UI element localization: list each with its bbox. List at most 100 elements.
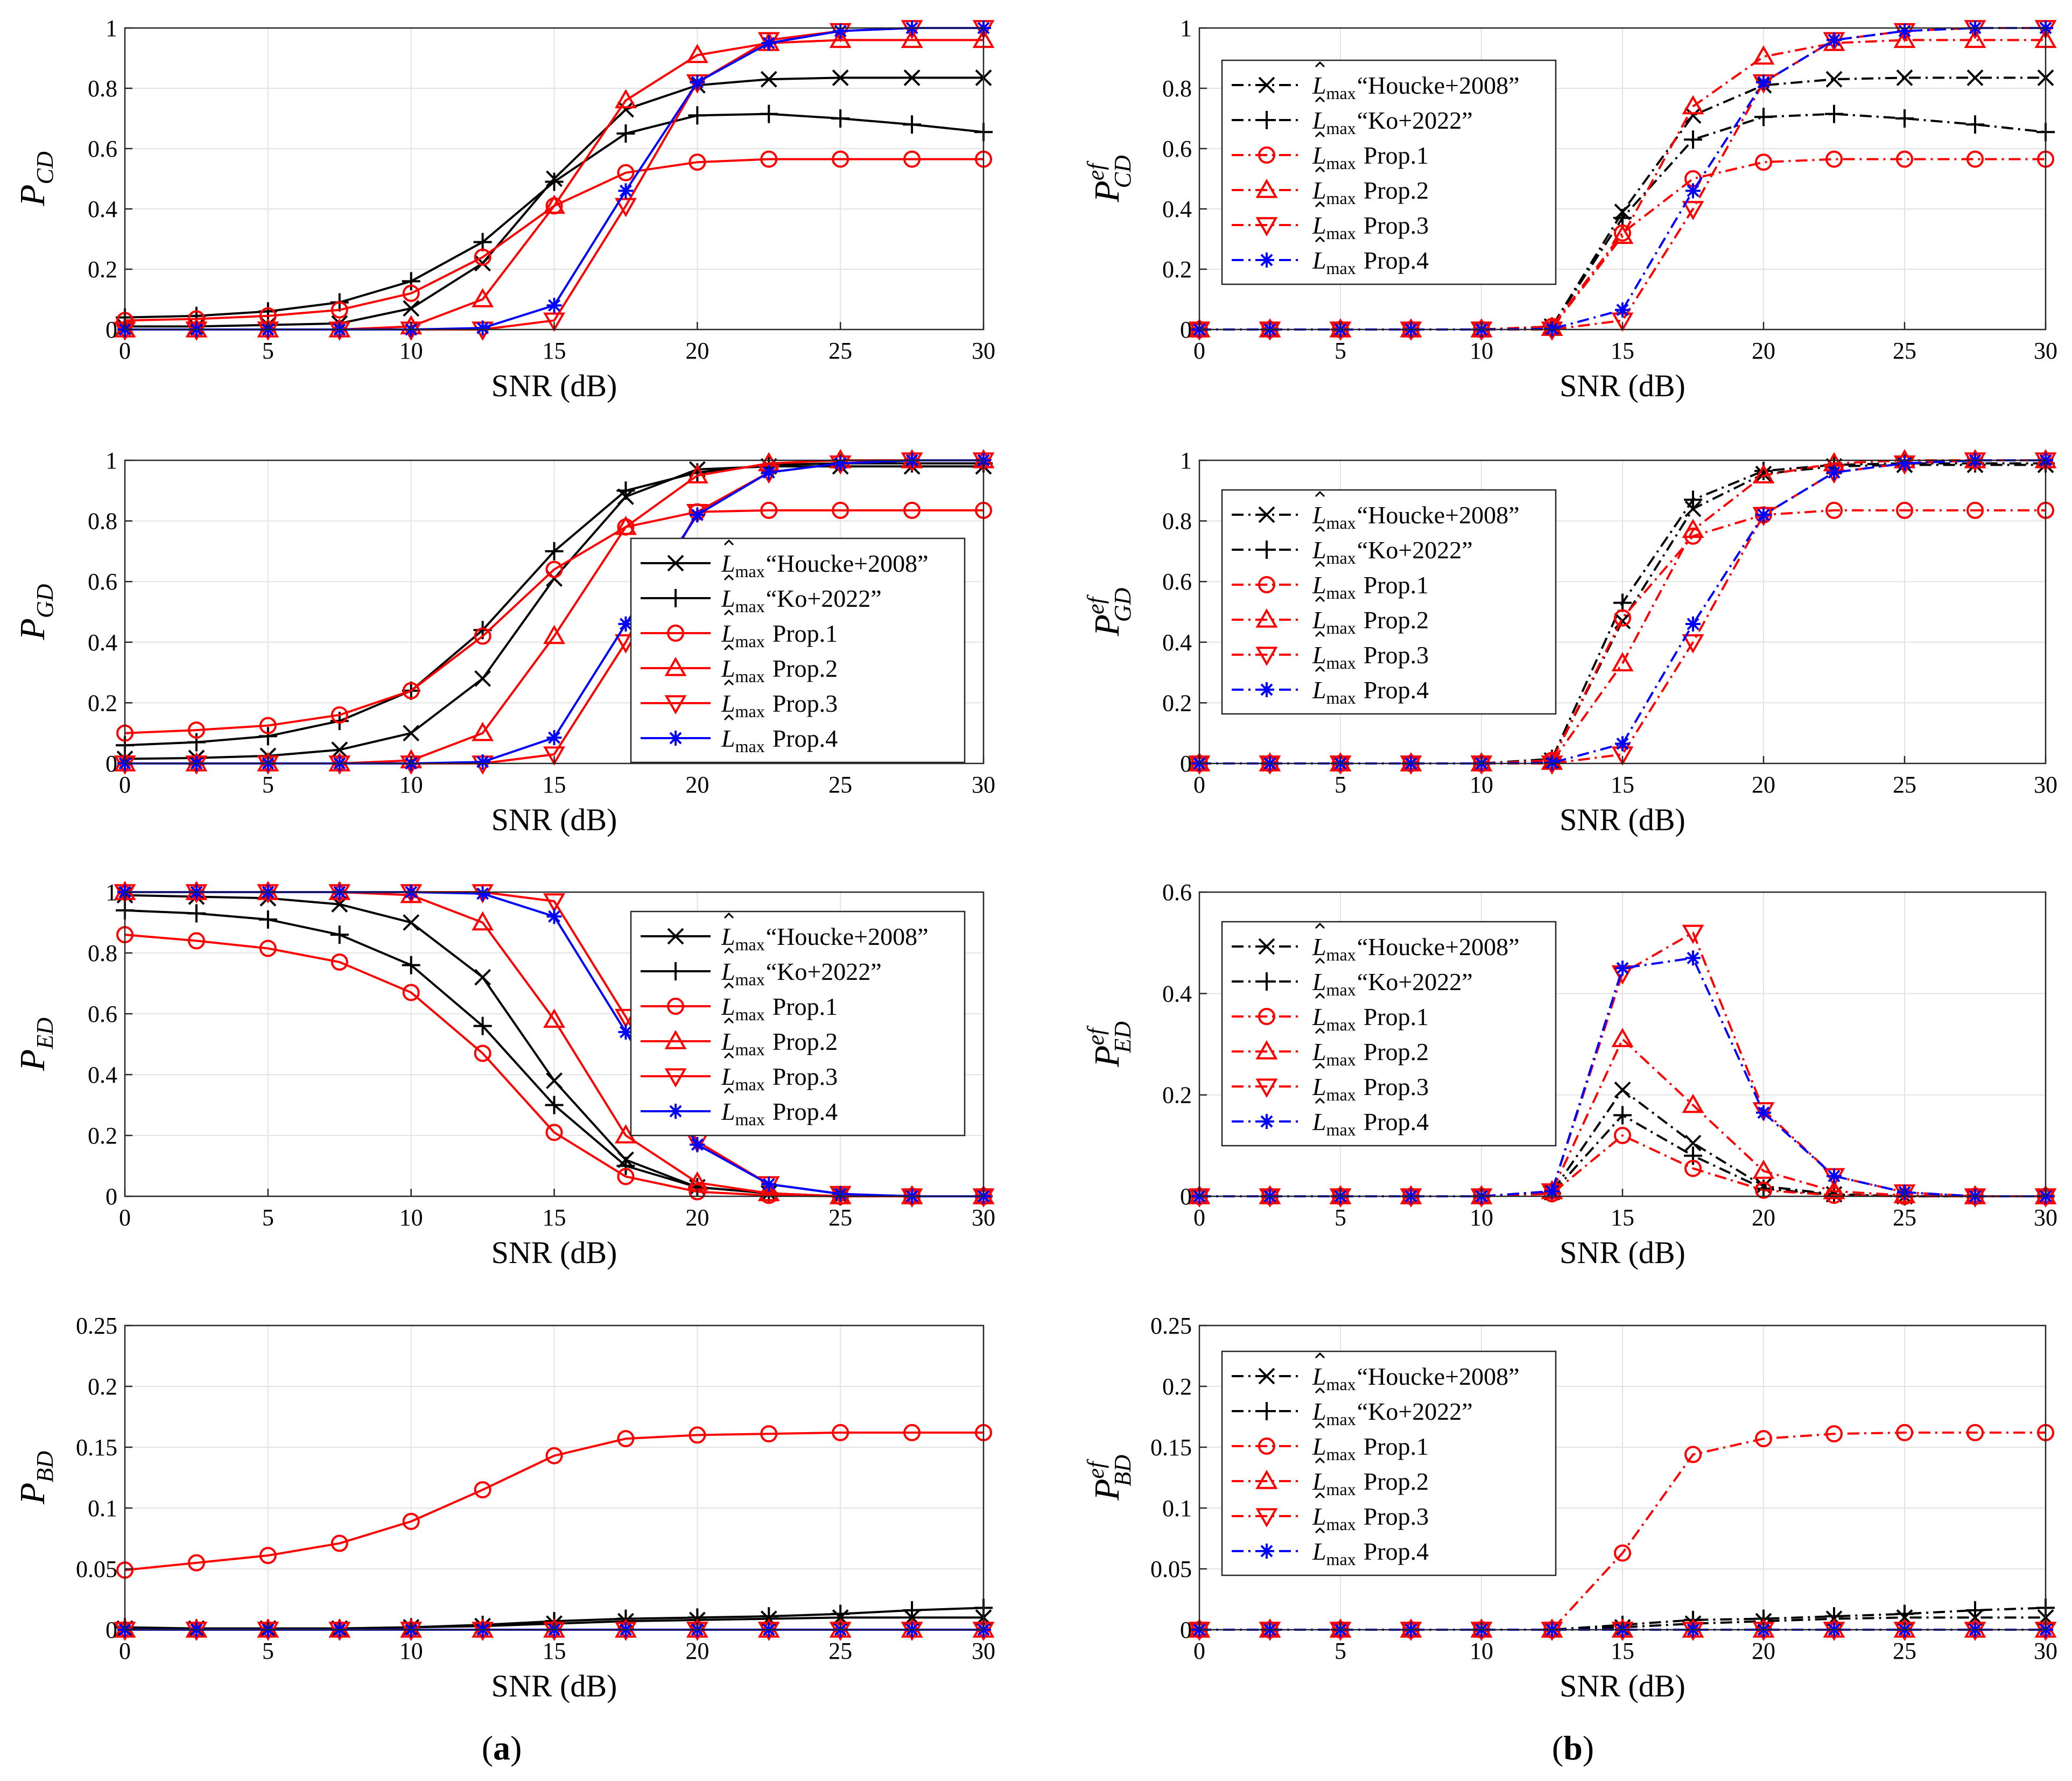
legend-marker	[1258, 1402, 1276, 1420]
legend-symbol: L	[1312, 177, 1326, 204]
y-tick-label: 0.2	[1162, 1373, 1192, 1400]
x-tick-label: 10	[1470, 772, 1493, 798]
legend-label: Lmax“Ko+2022”	[1312, 107, 1473, 138]
legend-text: Prop.1	[1364, 142, 1429, 169]
y-label-sub: CD	[32, 151, 58, 184]
data-point	[1752, 45, 1775, 65]
legend-sub: max	[735, 632, 765, 651]
y-label-main: P	[1087, 1046, 1127, 1068]
y-tick-label: 0.1	[88, 1495, 117, 1521]
legend-label: Lmax Prop.2	[721, 1028, 838, 1059]
legend-symbol: L	[721, 620, 735, 647]
data-point	[833, 23, 848, 39]
legend-text: Prop.3	[1364, 1073, 1429, 1100]
y-tick-label: 0	[1180, 1617, 1192, 1643]
x-tick-label: 0	[119, 338, 131, 364]
x-tick-label: 5	[262, 1638, 274, 1664]
y-tick-label: 0	[1180, 751, 1192, 777]
series-line	[124, 1431, 984, 1572]
y-tick-label: 0	[106, 1617, 117, 1643]
data-point	[187, 733, 206, 752]
legend-box	[1221, 59, 1557, 285]
legend-label: Lmax“Ko+2022”	[721, 958, 882, 989]
legend-text: “Ko+2022”	[1357, 536, 1473, 564]
legend-symbol: L	[1312, 933, 1326, 960]
legend-symbol: L	[1312, 606, 1326, 634]
data-point	[616, 124, 635, 143]
data-point	[1611, 652, 1634, 671]
legend-marker	[1255, 1078, 1278, 1098]
y-tick-label: 0.6	[1162, 136, 1192, 162]
data-point	[1611, 1028, 1634, 1047]
legend-marker	[667, 928, 684, 945]
hat-accent	[1315, 1422, 1325, 1429]
legend-symbol: L	[1312, 501, 1326, 529]
x-tick-label: 5	[1334, 338, 1346, 364]
data-point	[1756, 1105, 1771, 1120]
legend-symbol: L	[1312, 1503, 1326, 1530]
data-point	[1682, 201, 1704, 221]
hat-accent	[1315, 922, 1325, 929]
legend-box	[1221, 489, 1557, 715]
legend-item: Lmax Prop.1	[641, 982, 838, 1024]
legend-text: “Houcke+2008”	[766, 923, 929, 950]
data-point	[1966, 115, 1984, 134]
x-tick-label: 15	[543, 772, 566, 798]
data-point	[1544, 1183, 1560, 1199]
legend-symbol: L	[1312, 1108, 1326, 1135]
data-point	[903, 1601, 922, 1619]
y-tick-label: 0.8	[1162, 75, 1192, 102]
data-point	[258, 727, 277, 746]
data-point	[1752, 464, 1775, 483]
x-tick-label: 10	[399, 338, 423, 364]
legend-symbol: L	[1312, 1468, 1326, 1495]
legend-label: Lmax Prop.4	[721, 725, 838, 756]
data-point	[760, 71, 777, 88]
data-point	[1825, 501, 1843, 519]
legend-symbol: L	[1312, 1003, 1326, 1030]
legend-marker	[1258, 972, 1276, 991]
legend-label: Lmax“Houcke+2008”	[1312, 1363, 1520, 1394]
y-tick-label: 0.4	[1162, 196, 1192, 222]
data-point	[689, 153, 706, 171]
legend-sub: max	[1326, 1514, 1356, 1534]
x-tick-label: 20	[685, 338, 709, 364]
y-label-sup: ef	[1083, 1025, 1109, 1046]
y-label-sup: ef	[1083, 1459, 1109, 1479]
data-point	[1755, 1181, 1772, 1199]
legend-sub: max	[1326, 118, 1356, 138]
x-tick-label: 5	[262, 772, 274, 798]
x-tick-label: 15	[543, 1638, 566, 1664]
legend-text: Prop.1	[1364, 1003, 1429, 1030]
legend-marker	[1255, 1508, 1278, 1528]
data-point	[1682, 518, 1704, 538]
data-point	[1825, 150, 1843, 168]
chart-b2: 0 5 10 15 20 25 30 0 0.2 0.4 0.6 0.8 1 SNR (dB) PefGD L…	[1083, 447, 2057, 837]
legend-label: Lmax Prop.3	[1312, 1073, 1429, 1104]
data-point	[1684, 130, 1702, 149]
legend-symbol: L	[1312, 1363, 1326, 1390]
data-point	[475, 754, 490, 770]
legend-sub: max	[1326, 1050, 1356, 1069]
hat-accent	[724, 1052, 734, 1059]
data-point	[258, 910, 277, 929]
legend-text: Prop.4	[1364, 1108, 1429, 1135]
data-point	[546, 730, 562, 746]
legend-sub: max	[1326, 1480, 1356, 1499]
hat-accent	[1315, 236, 1325, 243]
data-point	[187, 904, 206, 923]
ticks: 0 5 10 15 20 25 30 0 0.05 0.1 0.15 0.2 0.25	[76, 1313, 995, 1664]
data-point	[1966, 1601, 1984, 1619]
hat-accent	[1315, 525, 1325, 532]
legend-label: Lmax Prop.4	[1312, 676, 1429, 707]
y-label-sub: ED	[1109, 1021, 1136, 1054]
chart-a2: 0 5 10 15 20 25 30 0 0.2 0.4 0.6 0.8 1 SNR (dB) PGD Lma…	[13, 447, 995, 837]
data-point	[475, 320, 490, 336]
hat-accent	[1315, 992, 1325, 999]
legend-item: Lmax“Houcke+2008”	[1232, 490, 1520, 532]
x-tick-label: 10	[1470, 1638, 1493, 1664]
legend-marker	[664, 695, 687, 715]
data-point	[901, 29, 923, 48]
y-axis-label: PefED	[1083, 1021, 1136, 1068]
legend-marker	[1258, 938, 1275, 955]
